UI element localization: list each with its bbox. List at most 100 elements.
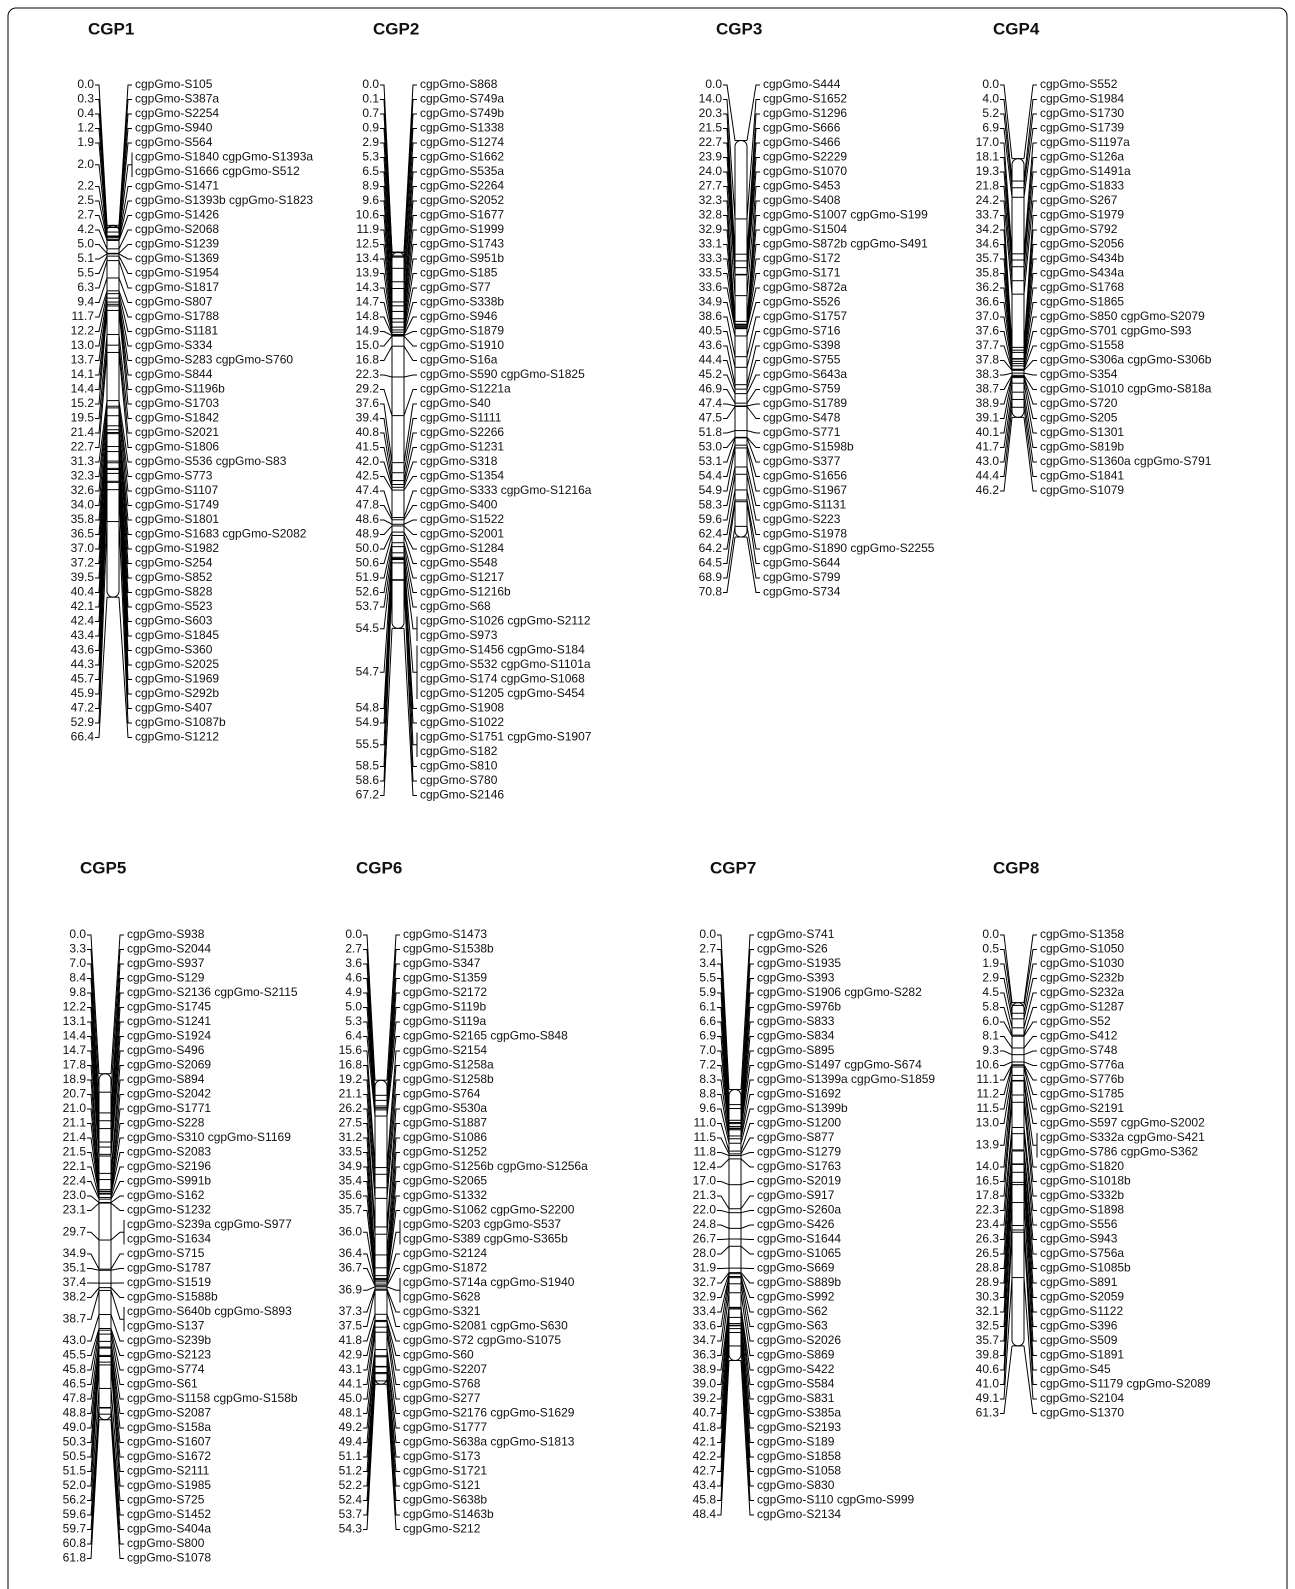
marker-label: cgpGmo-S267 — [1040, 193, 1118, 207]
position-label: 36.3 — [693, 1348, 717, 1362]
position-label: 26.2 — [339, 1101, 363, 1115]
position-label: 34.9 — [339, 1159, 363, 1173]
right-connector — [110, 1407, 124, 1530]
left-connector — [1000, 171, 1013, 267]
left-connector — [717, 1210, 730, 1214]
left-connector — [95, 164, 108, 237]
right-connector — [740, 1195, 754, 1210]
position-label: 4.9 — [345, 985, 362, 999]
left-connector — [723, 302, 736, 337]
position-label: 12.4 — [693, 1159, 717, 1173]
right-connector — [386, 949, 400, 1096]
position-label: 39.0 — [693, 1377, 717, 1391]
right-connector — [1023, 345, 1037, 370]
marker-label: cgpGmo-S1984 — [1040, 92, 1124, 106]
right-connector — [1023, 399, 1037, 463]
left-connector — [717, 1137, 730, 1155]
left-connector — [95, 451, 108, 593]
left-connector — [87, 1328, 100, 1356]
marker-label: cgpGmo-S1692 — [757, 1087, 841, 1101]
marker-label: cgpGmo-S741 — [757, 927, 835, 941]
left-connector — [363, 1050, 376, 1168]
marker-label: cgpGmo-S1806 — [135, 440, 219, 454]
position-label: 32.8 — [699, 208, 723, 222]
left-connector — [380, 200, 393, 306]
right-connector — [1023, 978, 1037, 1019]
position-label: 38.9 — [976, 396, 1000, 410]
right-connector — [110, 1328, 124, 1356]
marker-label: cgpGmo-S1197a — [1040, 135, 1130, 149]
position-label: 5.3 — [345, 1014, 362, 1028]
position-label: 6.6 — [699, 1014, 716, 1028]
marker-label: cgpGmo-S780 — [420, 773, 498, 787]
marker-label: cgpGmo-S426 — [757, 1217, 835, 1231]
right-connector — [1023, 215, 1037, 348]
position-label: 11.2 — [977, 1087, 1000, 1101]
position-label: 58.5 — [356, 759, 380, 773]
left-connector — [717, 1245, 730, 1255]
left-connector — [1000, 273, 1013, 360]
position-label: 44.4 — [976, 469, 1000, 483]
position-label: 13.0 — [976, 1116, 1000, 1130]
marker-label: cgpGmo-S714a cgpGmo-S1940 — [403, 1275, 575, 1289]
right-connector — [740, 1273, 754, 1298]
left-connector — [95, 407, 108, 492]
right-connector — [110, 992, 124, 1129]
position-label: 22.3 — [356, 367, 380, 381]
left-connector — [87, 1137, 100, 1194]
position-label: 0.0 — [362, 77, 379, 91]
position-label: 7.0 — [69, 956, 86, 970]
position-label: 9.8 — [69, 985, 86, 999]
left-connector — [87, 1356, 100, 1458]
right-connector — [1023, 1150, 1037, 1255]
position-label: 41.5 — [356, 440, 380, 454]
position-label: 47.4 — [699, 396, 723, 410]
position-label: 42.1 — [693, 1435, 717, 1449]
left-connector — [1000, 1050, 1013, 1056]
marker-label: cgpGmo-S1332 — [403, 1188, 487, 1202]
position-label: 47.8 — [63, 1391, 87, 1405]
left-connector — [717, 1238, 730, 1240]
left-connector — [95, 310, 108, 405]
left-connector — [717, 1224, 730, 1229]
right-connector — [746, 258, 760, 328]
marker-label: cgpGmo-S1865 — [1040, 295, 1124, 309]
right-connector — [118, 310, 132, 405]
position-label: 11.5 — [694, 1130, 717, 1144]
right-connector — [746, 171, 760, 275]
marker-label: cgpGmo-S1840 cgpGmo-S1393a — [135, 150, 313, 164]
marker-label: cgpGmo-S869 — [757, 1348, 835, 1362]
marker-label: cgpGmo-S1393b cgpGmo-S1823 — [135, 193, 313, 207]
marker-label: cgpGmo-S946 — [420, 309, 498, 323]
right-connector — [746, 437, 760, 463]
marker-label: cgpGmo-S72 cgpGmo-S1075 — [403, 1333, 561, 1347]
left-connector — [380, 128, 393, 258]
position-label: 38.3 — [976, 367, 1000, 381]
marker-label: cgpGmo-S1256b cgpGmo-S1256a — [403, 1159, 588, 1173]
position-label: 1.2 — [77, 121, 94, 135]
left-connector — [1000, 244, 1013, 353]
right-connector — [118, 597, 132, 738]
right-connector — [746, 436, 760, 448]
marker-label: cgpGmo-S1087b — [135, 715, 226, 729]
marker-label: cgpGmo-S1065 — [757, 1246, 841, 1260]
marker-label: cgpGmo-S773 — [135, 469, 213, 483]
marker-label: cgpGmo-S1801 — [135, 512, 219, 526]
position-label: 4.6 — [345, 971, 362, 985]
position-label: 36.2 — [976, 280, 1000, 294]
right-connector — [110, 1334, 124, 1385]
right-connector — [740, 1158, 754, 1168]
right-connector — [118, 334, 132, 419]
right-connector — [740, 934, 754, 1090]
marker-label: cgpGmo-S1504 — [763, 222, 847, 236]
marker-label: cgpGmo-S408 — [763, 193, 841, 207]
position-label: 54.3 — [339, 1522, 363, 1536]
marker-label: cgpGmo-S748 — [1040, 1043, 1118, 1057]
right-connector — [1023, 1202, 1037, 1342]
marker-label: cgpGmo-S895 — [757, 1043, 835, 1057]
marker-label: cgpGmo-S1672 — [127, 1449, 211, 1463]
right-connector — [110, 1388, 124, 1501]
position-label: 32.9 — [693, 1290, 717, 1304]
marker-label: cgpGmo-S1538b — [403, 942, 494, 956]
left-connector — [87, 1287, 100, 1298]
